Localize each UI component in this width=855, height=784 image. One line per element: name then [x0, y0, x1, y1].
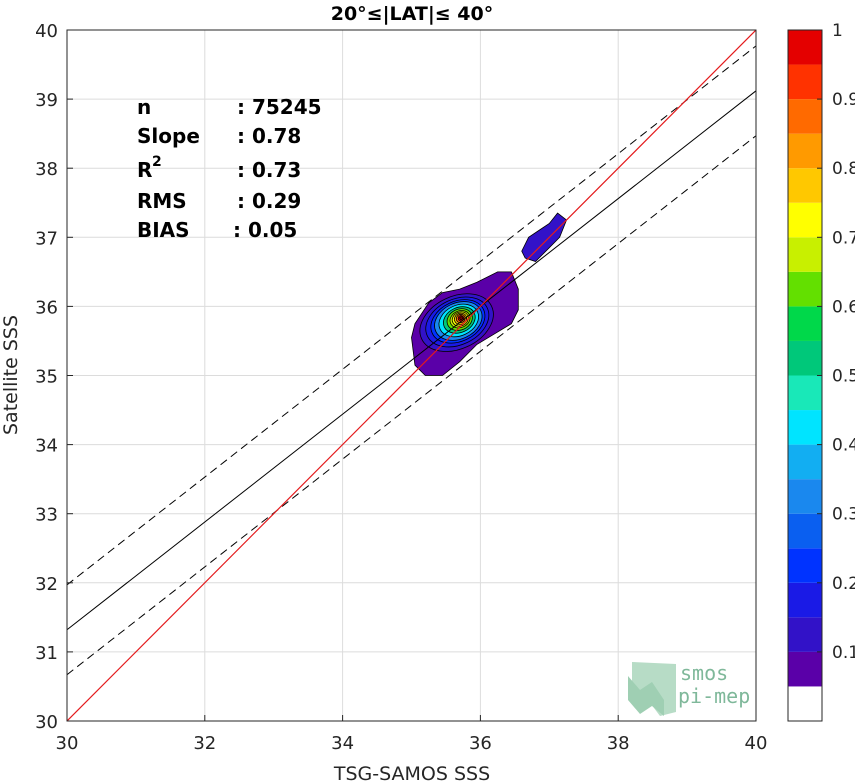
- stat-n-label: n: [137, 95, 151, 119]
- density-contours: [411, 212, 568, 376]
- x-tick-label: 36: [469, 733, 492, 754]
- colorbar-swatch: [788, 168, 822, 203]
- y-tick-label: 37: [35, 228, 58, 249]
- colorbar-swatch: [788, 133, 822, 169]
- y-tick-label: 36: [35, 297, 58, 318]
- lower-bound-dashed-line: [67, 135, 756, 676]
- colorbar-tick-label: 0.3: [832, 505, 855, 525]
- y-tick-label: 35: [35, 367, 58, 388]
- colorbar-swatch: [788, 479, 822, 514]
- colorbar: [788, 30, 822, 721]
- y-tick-label: 33: [35, 505, 58, 526]
- colorbar-tick-label: 0.4: [832, 436, 855, 456]
- colorbar-swatch: [788, 444, 822, 480]
- colorbar-swatch: [788, 582, 822, 618]
- colorbar-swatch: [788, 651, 822, 687]
- stat-bias-label: BIAS: [137, 218, 190, 242]
- colorbar-swatch: [788, 306, 822, 341]
- colorbar-swatch: [788, 513, 822, 549]
- colorbar-tick-label: 0.6: [832, 297, 855, 317]
- x-tick-label: 32: [193, 733, 216, 754]
- stat-rms-value: : 0.29: [237, 189, 301, 213]
- colorbar-swatch: [788, 99, 822, 134]
- colorbar-swatch: [788, 340, 822, 376]
- colorbar-tick-label: 0.9: [832, 90, 855, 110]
- logo-waves-icon: [628, 662, 676, 716]
- y-tick-label: 38: [35, 159, 58, 180]
- colorbar-swatch: [788, 410, 822, 445]
- colorbar-swatch: [788, 375, 822, 411]
- x-tick-label: 34: [331, 733, 354, 754]
- colorbar-tick-label: 0.7: [832, 228, 855, 248]
- stat-rms-label: RMS: [137, 189, 187, 213]
- x-tick-label: 40: [745, 733, 768, 754]
- statistics-block: n : 75245 Slope : 0.78 R 2 : 0.73 RMS : …: [137, 95, 322, 242]
- y-tick-label: 31: [35, 643, 58, 664]
- colorbar-frame: [787, 29, 823, 722]
- regression-line: [67, 90, 756, 631]
- chart-title: 20°≤|LAT|≤ 40°: [331, 3, 494, 25]
- identity-line: [67, 30, 756, 721]
- contour-level-20: [459, 316, 463, 320]
- stat-slope-label: Slope: [137, 124, 200, 148]
- stat-r2-value: : 0.73: [237, 158, 301, 182]
- y-tick-label: 34: [35, 436, 58, 457]
- stat-slope-value: : 0.78: [237, 124, 301, 148]
- colorbar-tick-label: 0.8: [832, 159, 855, 179]
- logo-line-1: smos: [680, 661, 728, 685]
- y-axis-label: Satellite SSS: [0, 315, 22, 435]
- colorbar-swatch: [788, 237, 822, 272]
- colorbar-swatch: [788, 548, 822, 583]
- y-tick-label: 30: [35, 712, 58, 733]
- grid: [66, 29, 757, 722]
- y-tick-label: 32: [35, 574, 58, 595]
- y-tick-label: 40: [35, 21, 58, 42]
- x-axis-label: TSG-SAMOS SSS: [333, 763, 490, 784]
- y-axis-ticks: 30 31 32 33 34 35 36 37 38 39 40: [35, 21, 73, 733]
- upper-bound-dashed-line: [67, 45, 756, 586]
- colorbar-swatch: [788, 64, 822, 100]
- stat-r2-superscript: 2: [152, 154, 162, 170]
- colorbar-tick-label: 1: [832, 21, 843, 41]
- colorbar-ticks: 0.1 0.2 0.3 0.4 0.5 0.6 0.7 0.8 0.9 1: [817, 21, 855, 663]
- colorbar-swatch: [788, 686, 822, 721]
- colorbar-swatch: [788, 617, 822, 652]
- stat-n-value: : 75245: [237, 95, 322, 119]
- reference-lines: [67, 30, 756, 721]
- x-axis-ticks: 30 32 34 36 38 40: [56, 715, 768, 754]
- colorbar-tick-label: 0.2: [832, 574, 855, 594]
- stat-bias-value: : 0.05: [233, 218, 297, 242]
- stat-r2-label: R: [137, 158, 152, 182]
- smos-pimep-logo: smos pi-mep: [628, 661, 750, 716]
- x-tick-label: 30: [56, 733, 79, 754]
- x-tick-label: 38: [607, 733, 630, 754]
- colorbar-tick-label: 0.1: [832, 643, 855, 663]
- colorbar-tick-label: 0.5: [832, 367, 855, 387]
- logo-line-2: pi-mep: [678, 684, 750, 708]
- y-tick-label: 39: [35, 90, 58, 111]
- colorbar-swatch: [788, 30, 822, 65]
- colorbar-swatch: [788, 271, 822, 307]
- colorbar-swatch: [788, 202, 822, 238]
